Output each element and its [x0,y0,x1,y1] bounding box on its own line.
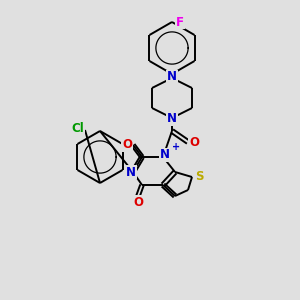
Text: N: N [126,166,136,178]
Text: Cl: Cl [72,122,84,134]
Text: N: N [167,70,177,83]
Text: O: O [133,196,143,208]
Text: +: + [172,142,180,152]
Text: O: O [189,136,199,148]
Text: N: N [160,148,170,161]
Text: N: N [167,112,177,125]
Text: O: O [122,139,132,152]
Text: S: S [195,170,203,184]
Text: F: F [176,16,184,28]
